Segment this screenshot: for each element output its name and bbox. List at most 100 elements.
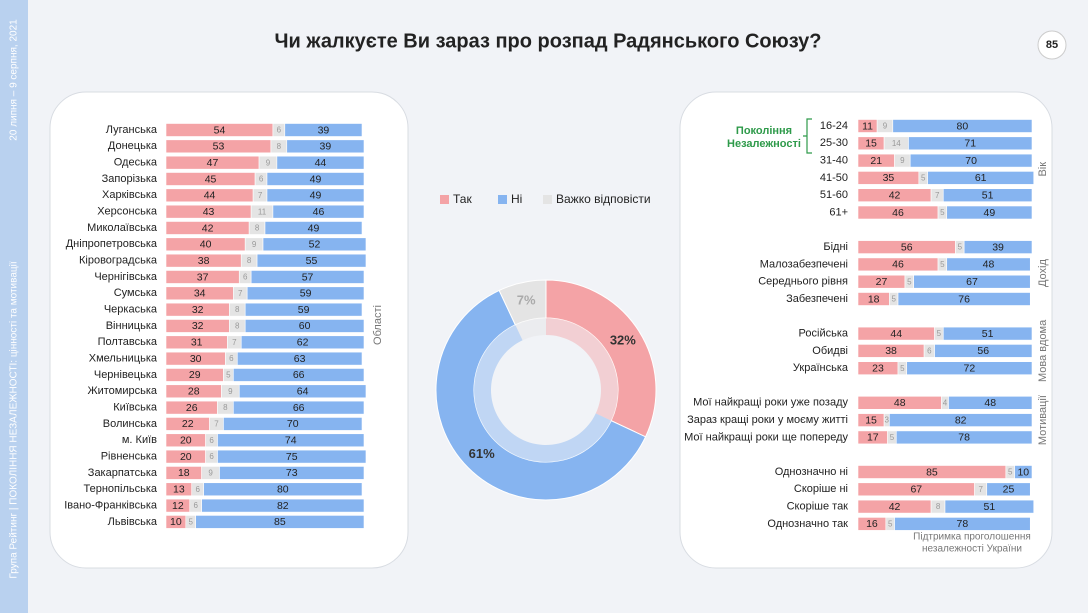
value-label: 9 — [228, 387, 233, 396]
value-label: 10 — [1017, 466, 1029, 478]
value-label: 6 — [243, 273, 248, 282]
value-label: 10 — [170, 516, 182, 528]
row-label: 31-40 — [820, 155, 848, 167]
bar-segment — [217, 433, 365, 448]
row-label: Середнього рівня — [758, 276, 848, 288]
value-label: 18 — [178, 467, 190, 479]
bar-segment — [894, 517, 1031, 531]
value-label: 15 — [865, 414, 877, 426]
value-label: 12 — [172, 500, 184, 512]
value-label: 70 — [965, 155, 977, 167]
value-label: 48 — [984, 397, 996, 409]
value-label: 80 — [957, 120, 969, 132]
page-number: 85 — [1046, 39, 1058, 51]
row-label: Скоріше ні — [794, 483, 848, 495]
value-label: 76 — [958, 293, 970, 305]
value-label: 39 — [992, 241, 1004, 253]
row-label: Івано-Франківська — [64, 499, 158, 511]
row-label: Закарпатська — [88, 467, 158, 479]
bar-segment — [927, 171, 1035, 185]
value-label: 56 — [977, 345, 989, 357]
bar-segment — [913, 274, 1031, 289]
row-label: Обидві — [812, 345, 848, 357]
bar-segment — [889, 413, 1033, 427]
value-label: 18 — [868, 293, 880, 305]
value-label: 25 — [1003, 484, 1015, 496]
bar-segment — [238, 384, 367, 399]
value-label: 22 — [182, 418, 194, 430]
row-label: Тернопільська — [84, 483, 158, 495]
bar-segment — [264, 221, 363, 235]
value-label: 9 — [900, 156, 905, 165]
value-label: 52 — [309, 239, 321, 251]
value-label: 82 — [277, 500, 289, 512]
value-label: 42 — [889, 189, 901, 201]
row-label: Чернівецька — [94, 369, 158, 381]
row-label: Полтавська — [98, 336, 158, 348]
bar-segment — [256, 253, 367, 268]
value-label: 75 — [286, 451, 298, 463]
value-label: 6 — [195, 485, 200, 494]
bar-segment — [942, 188, 1033, 202]
bracket — [803, 118, 812, 154]
value-label: 48 — [983, 259, 995, 271]
value-label: 44 — [315, 157, 327, 169]
value-label: 47 — [207, 157, 219, 169]
value-label: 8 — [247, 256, 252, 265]
legend-label: Ні — [511, 192, 522, 206]
row-label: Одеська — [114, 157, 158, 169]
value-label: 9 — [208, 469, 213, 478]
row-label: м. Київ — [122, 434, 157, 446]
bar-segment — [244, 319, 365, 333]
value-label: 34 — [194, 288, 206, 300]
bar-segment — [909, 153, 1033, 168]
page-badge — [1037, 30, 1067, 60]
bar-segment — [986, 482, 1031, 497]
value-label: 5 — [958, 243, 963, 252]
value-label: 63 — [294, 353, 306, 365]
bar-segment — [908, 136, 1033, 151]
value-label: 49 — [310, 173, 322, 185]
value-label: 6 — [209, 436, 214, 445]
row-label: Донецька — [108, 140, 158, 152]
row-label: Бідні — [823, 241, 848, 253]
bracket-label: Незалежності — [727, 138, 801, 150]
value-label: 70 — [287, 418, 299, 430]
value-label: 80 — [277, 484, 289, 496]
value-label: 28 — [188, 386, 200, 398]
group-label: Мотивації — [1037, 395, 1049, 445]
value-label: 5 — [891, 295, 896, 304]
value-label: 7 — [232, 338, 237, 347]
value-label: 32 — [192, 320, 204, 332]
group-label: Вік — [1037, 162, 1049, 177]
value-label: 62 — [297, 337, 309, 349]
axis-label: Області — [372, 305, 384, 345]
value-label: 6 — [229, 354, 234, 363]
bar-segment — [201, 498, 365, 513]
value-label: 6 — [259, 175, 264, 184]
bar-segment — [286, 139, 365, 154]
value-label: 7 — [935, 191, 940, 200]
value-label: 85 — [274, 516, 286, 528]
bar-segment — [217, 449, 367, 464]
value-label: 38 — [198, 255, 210, 267]
donut-segment — [498, 279, 547, 326]
value-label: 39 — [318, 124, 330, 136]
value-label: 46 — [892, 259, 904, 271]
row-label: Херсонська — [97, 206, 158, 218]
value-label: 6 — [927, 347, 932, 356]
value-label: 48 — [894, 397, 906, 409]
row-label: Дніпропетровська — [66, 238, 158, 250]
value-label: 74 — [285, 435, 297, 447]
value-label: 9 — [252, 240, 257, 249]
value-label: 59 — [298, 304, 310, 316]
value-label: 27 — [876, 276, 888, 288]
value-label: 5 — [937, 329, 942, 338]
value-label: 5 — [189, 518, 194, 527]
value-label: 51 — [982, 189, 994, 201]
value-label: 72 — [964, 362, 976, 374]
value-label: 78 — [957, 518, 969, 530]
value-label: 16 — [866, 518, 878, 530]
value-label: 11 — [862, 120, 873, 132]
